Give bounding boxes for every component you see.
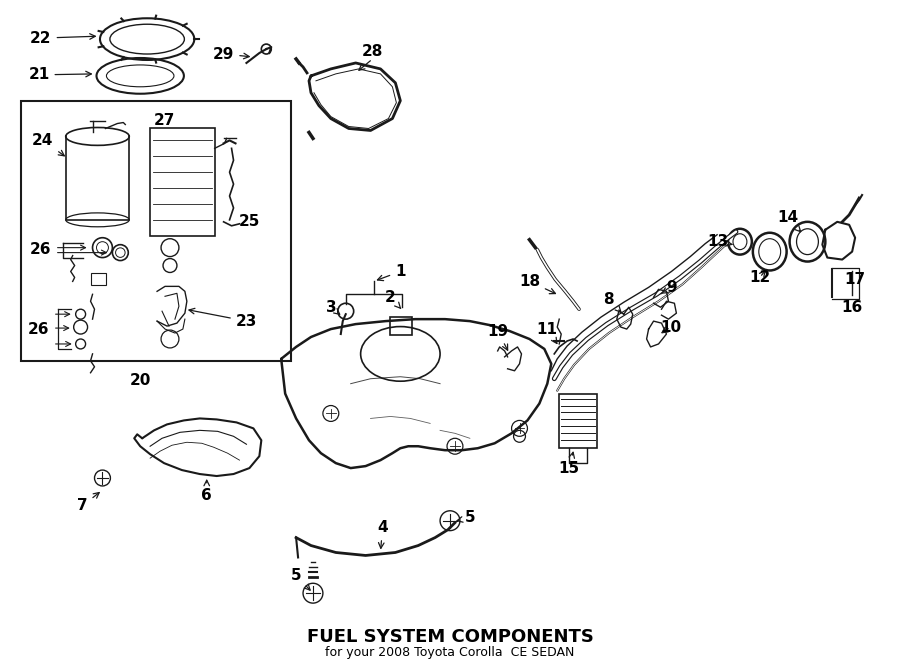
Bar xyxy=(91,273,106,285)
Text: 8: 8 xyxy=(604,292,621,312)
Text: 19: 19 xyxy=(487,324,508,350)
Bar xyxy=(150,128,215,236)
Text: 22: 22 xyxy=(30,30,95,46)
Text: 12: 12 xyxy=(749,270,770,285)
Bar xyxy=(559,394,597,448)
Text: for your 2008 Toyota Corolla  CE SEDAN: for your 2008 Toyota Corolla CE SEDAN xyxy=(325,646,575,659)
Text: 28: 28 xyxy=(362,44,383,58)
Text: 16: 16 xyxy=(842,300,863,314)
Text: 2: 2 xyxy=(385,290,400,308)
Text: 5: 5 xyxy=(457,510,475,525)
Bar xyxy=(391,317,412,335)
Text: 17: 17 xyxy=(844,272,866,287)
Text: 5: 5 xyxy=(291,568,310,590)
Text: 10: 10 xyxy=(660,320,681,334)
Text: FUEL SYSTEM COMPONENTS: FUEL SYSTEM COMPONENTS xyxy=(307,628,593,646)
Text: 7: 7 xyxy=(77,493,99,513)
Text: 26: 26 xyxy=(28,322,50,336)
Bar xyxy=(21,101,291,361)
Text: 14: 14 xyxy=(777,211,801,232)
Text: 29: 29 xyxy=(213,46,249,62)
Text: 4: 4 xyxy=(377,520,388,548)
Text: 3: 3 xyxy=(326,300,339,314)
Text: 24: 24 xyxy=(32,133,64,156)
Text: 9: 9 xyxy=(661,280,677,295)
Text: 23: 23 xyxy=(189,308,257,328)
Text: 1: 1 xyxy=(377,264,406,281)
Text: 18: 18 xyxy=(519,274,555,294)
Text: 27: 27 xyxy=(153,113,175,128)
Text: 21: 21 xyxy=(28,68,91,82)
Text: 20: 20 xyxy=(130,373,151,388)
Text: 26: 26 xyxy=(30,242,51,257)
Text: 25: 25 xyxy=(238,214,260,229)
Text: 11: 11 xyxy=(536,322,558,344)
Text: 15: 15 xyxy=(559,452,580,475)
Text: 13: 13 xyxy=(707,234,732,249)
Text: 6: 6 xyxy=(202,480,212,503)
